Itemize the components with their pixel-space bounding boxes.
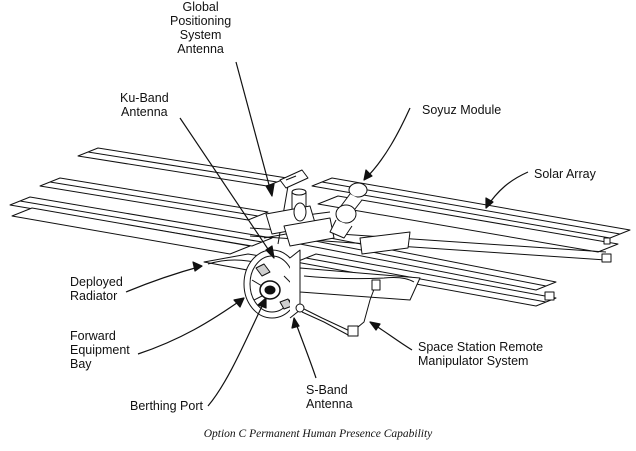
label-line: Equipment — [70, 343, 130, 357]
soyuz-module-body — [329, 182, 368, 239]
label-line: Radiator — [70, 289, 118, 303]
label-deployed-radiator: Deployed Radiator — [70, 275, 123, 303]
core-modules — [265, 202, 335, 247]
label-gps-antenna: Global Positioning System Antenna — [170, 0, 231, 56]
solar-array-lower-left-wing — [9, 196, 273, 255]
label-line: Soyuz Module — [422, 103, 502, 117]
label-berthing-port: Berthing Port — [130, 399, 203, 413]
label-line: Manipulator System — [418, 354, 529, 368]
label-line: Antenna — [121, 105, 168, 119]
label-s-band-antenna: S-Band Antenna — [306, 383, 353, 411]
remote-manipulator-arm — [295, 279, 381, 337]
forward-equipment-bay-structure — [243, 249, 301, 319]
label-line: Berthing Port — [130, 399, 203, 413]
label-line: Ku-Band — [120, 91, 169, 105]
solar-array-upper-left-wing — [39, 147, 288, 221]
leader-lines — [125, 61, 529, 407]
label-forward-equipment-bay: Forward Equipment Bay — [70, 329, 130, 371]
label-line: Antenna — [177, 42, 224, 56]
label-line: Antenna — [306, 397, 353, 411]
label-ku-band-antenna: Ku-Band Antenna — [120, 91, 169, 119]
label-line: Forward — [70, 329, 116, 343]
label-line: S-Band — [306, 383, 348, 397]
label-line: Space Station Remote — [418, 340, 544, 354]
solar-array-upper-right-wing — [311, 177, 631, 253]
label-line: Global — [182, 0, 219, 14]
label-line: System — [179, 28, 222, 42]
label-solar-array: Solar Array — [534, 167, 596, 181]
label-line: Positioning — [170, 14, 232, 28]
label-line: Bay — [70, 357, 92, 371]
figure-caption: Option C Permanent Human Presence Capabi… — [203, 428, 433, 440]
array-end-caps — [544, 237, 612, 301]
label-remote-manipulator: Space Station Remote Manipulator System — [418, 340, 543, 368]
label-line: Deployed — [70, 275, 123, 289]
label-soyuz-module: Soyuz Module — [422, 103, 501, 117]
label-line: Solar Array — [534, 167, 596, 181]
